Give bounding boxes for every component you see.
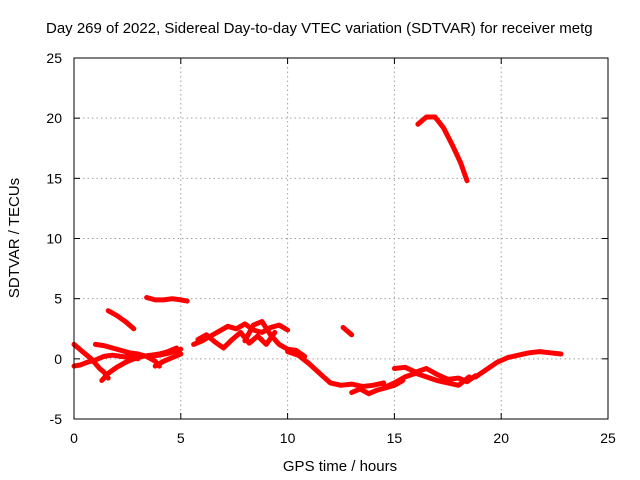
- series-arc-8: [144, 295, 190, 304]
- x-tick-label: 25: [600, 430, 616, 446]
- series-arc-16: [391, 364, 479, 385]
- x-tick-label: 20: [493, 430, 509, 446]
- series-arc-10: [195, 329, 278, 351]
- series-arc-18: [473, 349, 564, 380]
- x-tick-label: 10: [280, 430, 296, 446]
- x-tick-label: 0: [70, 430, 78, 446]
- chart-title: Day 269 of 2022, Sidereal Day-to-day VTE…: [46, 20, 593, 37]
- series-arc-17: [415, 114, 470, 184]
- y-tick-label: 25: [46, 50, 62, 66]
- y-tick-label: 20: [46, 110, 62, 126]
- grid-lines: [74, 58, 608, 419]
- series-arc-6: [152, 351, 184, 369]
- x-axis-label: GPS time / hours: [283, 458, 397, 475]
- series-arc-13: [340, 325, 355, 338]
- series-arc-12: [285, 349, 387, 389]
- y-tick-label: 0: [54, 351, 62, 367]
- y-tick-label: 5: [54, 291, 62, 307]
- y-axis-label: SDTVAR / TECUs: [6, 178, 23, 298]
- x-tick-label: 15: [387, 430, 403, 446]
- series-arc-11: [242, 319, 308, 359]
- x-tick-label: 5: [177, 430, 185, 446]
- y-tick-label: 10: [46, 231, 62, 247]
- ticks: 0 5 10 15 20 25 -5 0 5 10 15 20 25: [46, 50, 616, 446]
- y-tick-label: -5: [50, 411, 63, 427]
- series-arc-7: [105, 308, 137, 332]
- series-arc-5: [124, 346, 184, 359]
- series-arc-15: [381, 370, 472, 391]
- series-arc-2: [71, 352, 141, 369]
- y-tick-label: 15: [46, 170, 62, 186]
- series-group: [71, 114, 564, 397]
